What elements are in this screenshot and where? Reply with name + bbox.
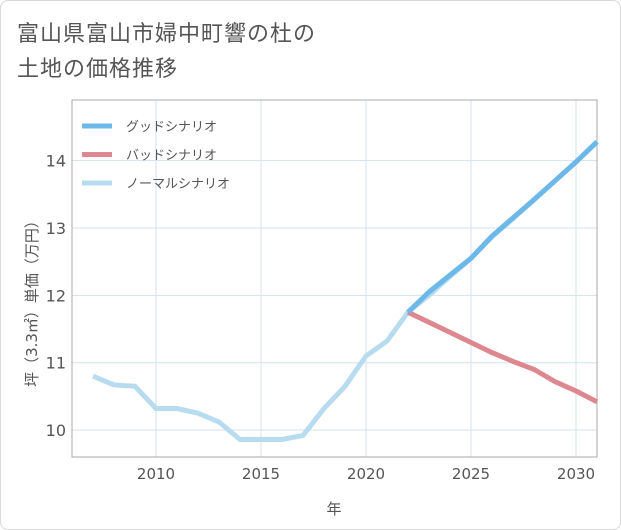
y-axis-ticks: 10 11 12 13 14: [46, 152, 66, 440]
y-axis-label: 坪（3.3㎡）単価（万円）: [23, 213, 41, 387]
x-axis-label: 年: [326, 500, 341, 518]
legend-label-bad-scenario: バッドシナリオ: [126, 149, 217, 164]
legend-label-good-scenario: グッドシナリオ: [126, 120, 217, 135]
grid-lines: [72, 100, 597, 457]
legend-item-good-scenario[interactable]: グッドシナリオ: [82, 120, 217, 135]
series-line-good-scenario: [406, 139, 599, 315]
plot-area-frame: [71, 99, 598, 458]
y-tick-label-14: 14: [46, 152, 66, 171]
x-tick-label-2030: 2030: [557, 465, 595, 483]
legend-label-normal-scenario: ノーマルシナリオ: [126, 177, 230, 192]
chart-title-line-1: 富山県富山市婦中町響の杜の: [17, 22, 317, 47]
x-tick-label-2010: 2010: [137, 465, 175, 483]
x-tick-label-2025: 2025: [452, 465, 490, 483]
legend-item-bad-scenario[interactable]: バッドシナリオ: [82, 149, 217, 164]
series-lines: [92, 139, 599, 442]
x-tick-label-2020: 2020: [347, 465, 385, 483]
series-line-bad-scenario: [406, 309, 599, 405]
x-tick-label-2015: 2015: [242, 465, 280, 483]
y-tick-label-13: 13: [46, 219, 66, 238]
y-tick-label-12: 12: [46, 286, 66, 305]
y-tick-label-11: 11: [46, 354, 66, 373]
legend-item-normal-scenario[interactable]: ノーマルシナリオ: [82, 177, 230, 192]
chart-title-line-2: 土地の価格推移: [17, 57, 179, 82]
y-tick-label-10: 10: [46, 421, 66, 440]
chart-title: 富山県富山市婦中町響の杜の 土地の価格推移: [17, 17, 316, 87]
x-axis-ticks: 2010 2015 2020 2025 2030: [137, 465, 595, 483]
